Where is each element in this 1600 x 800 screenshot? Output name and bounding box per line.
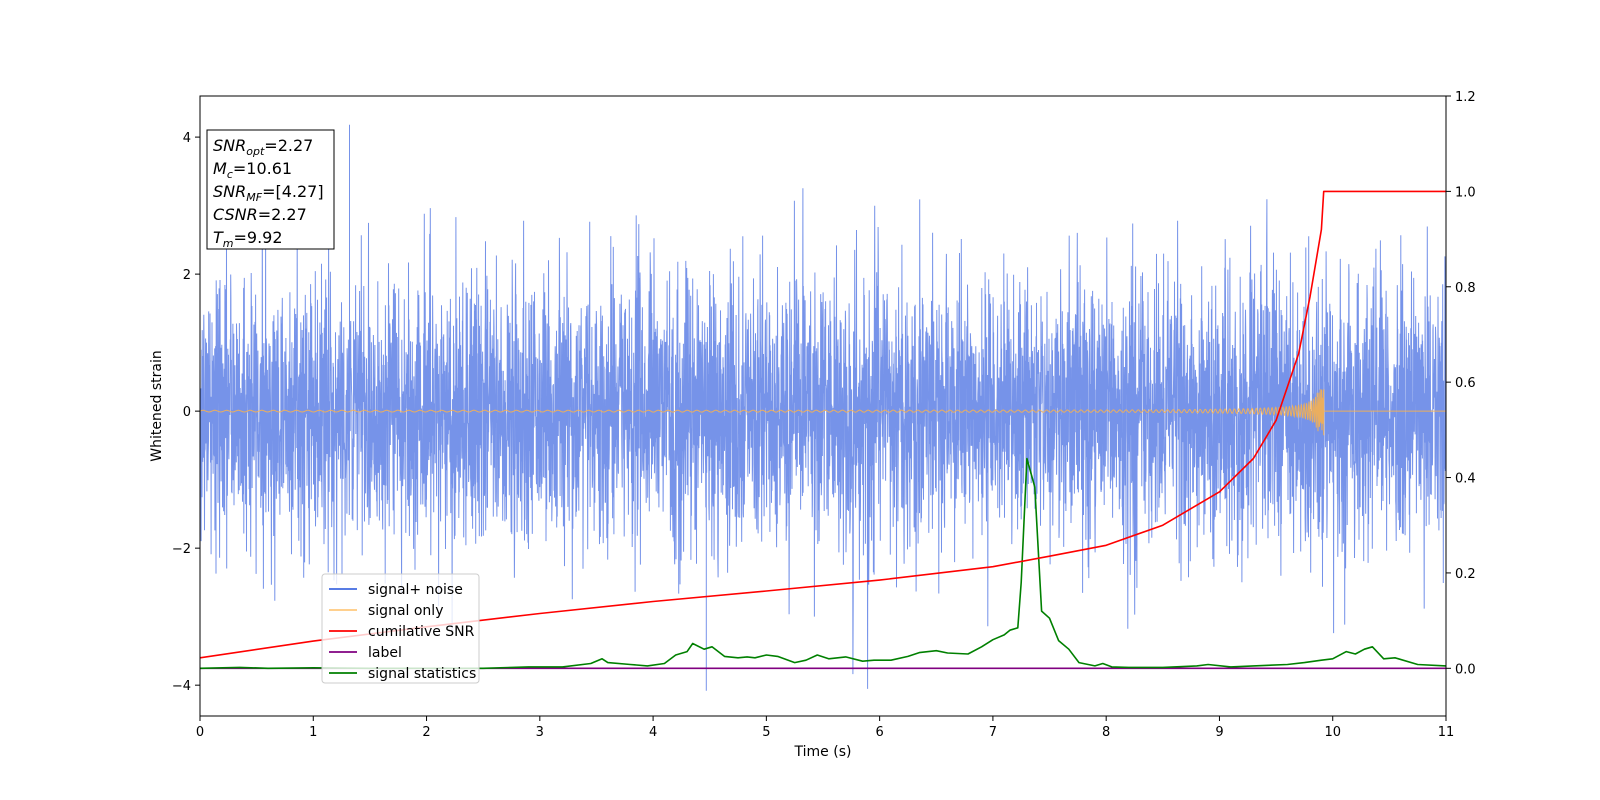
annotation-line: SNRopt=2.27: [213, 136, 313, 158]
x-axis-label: Time (s): [794, 744, 852, 760]
y-axis-left: −4 −2 0 2 4: [172, 131, 200, 694]
x-tick-label: 2: [422, 725, 430, 740]
legend: signal+ noise signal only cumilative SNR la…: [321, 573, 480, 684]
x-tick-label: 10: [1324, 725, 1341, 740]
y-left-tick-label: −4: [172, 679, 191, 694]
y-left-tick-label: 4: [183, 131, 191, 146]
legend-frame: [321, 573, 480, 684]
series-signal-statistics: [200, 457, 1446, 670]
annotation-line: Mc=10.61: [213, 159, 292, 181]
annotation-line: SNRMF=[4.27]: [213, 182, 324, 204]
y-right-tick-label: 0.0: [1455, 662, 1476, 677]
y-right-tick-label: 0.6: [1455, 376, 1476, 391]
x-tick-label: 7: [989, 725, 997, 740]
x-tick-label: 6: [875, 725, 883, 740]
y-right-tick-label: 0.2: [1455, 567, 1476, 582]
y-left-tick-label: 2: [183, 268, 191, 283]
series-signal-noise: [200, 124, 1446, 691]
x-tick-label: 3: [536, 725, 544, 740]
y-right-tick-label: 1.2: [1455, 90, 1476, 105]
y-right-tick-label: 0.8: [1455, 281, 1476, 296]
x-tick-label: 9: [1215, 725, 1223, 740]
y-axis-right: 0.0 0.2 0.4 0.6 0.8 1.0 1.2: [1446, 90, 1476, 677]
y-left-tick-label: −2: [172, 542, 191, 557]
x-tick-label: 11: [1438, 725, 1455, 740]
y-right-tick-label: 0.4: [1455, 472, 1476, 487]
y-left-tick-label: 0: [183, 405, 191, 420]
series-signal-only: [200, 389, 1446, 436]
x-tick-label: 8: [1102, 725, 1110, 740]
plot-area: [200, 124, 1446, 691]
legend-label: signal statistics: [368, 666, 476, 682]
annotation-frame: [206, 129, 335, 250]
plot-frame: [199, 95, 1447, 717]
y-axis-label: Whitened strain: [149, 350, 165, 461]
legend-label: cumilative SNR: [368, 624, 475, 640]
y-right-tick-label: 1.0: [1455, 185, 1476, 200]
legend-label: label: [368, 645, 402, 661]
legend-label: signal only: [368, 603, 443, 619]
x-tick-label: 0: [196, 725, 204, 740]
x-tick-label: 1: [309, 725, 317, 740]
x-tick-label: 4: [649, 725, 657, 740]
annotation-box: SNRopt=2.27Mc=10.61SNRMF=[4.27]CSNR=2.27…: [206, 129, 335, 250]
x-axis: 0 1 2 3 4 5 6 7 8 9 10 11: [196, 716, 1454, 740]
annotation-line: CSNR=2.27: [213, 205, 307, 224]
x-tick-label: 5: [762, 725, 770, 740]
series-cumulative-snr: [200, 190, 1446, 659]
legend-label: signal+ noise: [368, 582, 463, 598]
annotation-line: Tm=9.92: [213, 228, 283, 250]
